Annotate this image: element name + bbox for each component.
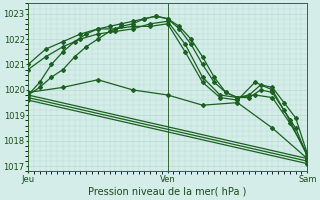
X-axis label: Pression niveau de la mer( hPa ): Pression niveau de la mer( hPa ) xyxy=(89,187,247,197)
